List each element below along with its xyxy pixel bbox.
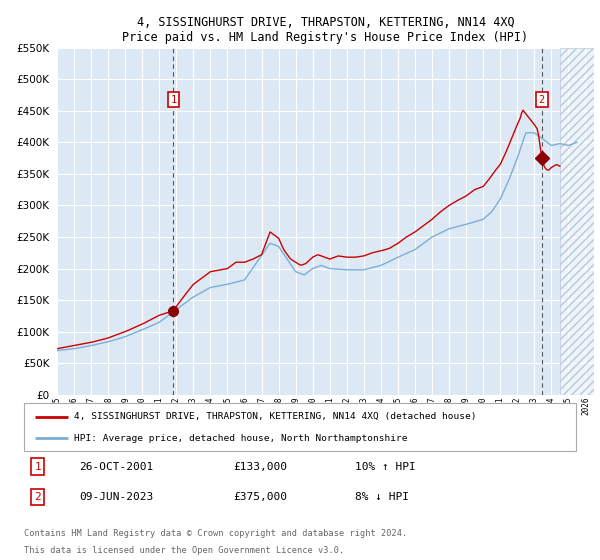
Bar xyxy=(560,48,594,395)
Text: £375,000: £375,000 xyxy=(234,492,288,502)
Bar xyxy=(560,48,594,395)
Text: HPI: Average price, detached house, North Northamptonshire: HPI: Average price, detached house, Nort… xyxy=(74,434,407,443)
Text: £133,000: £133,000 xyxy=(234,461,288,472)
Title: 4, SISSINGHURST DRIVE, THRAPSTON, KETTERING, NN14 4XQ
Price paid vs. HM Land Reg: 4, SISSINGHURST DRIVE, THRAPSTON, KETTER… xyxy=(122,16,529,44)
Text: 2: 2 xyxy=(539,95,545,105)
Text: Contains HM Land Registry data © Crown copyright and database right 2024.: Contains HM Land Registry data © Crown c… xyxy=(24,529,407,538)
Text: 2: 2 xyxy=(34,492,41,502)
Text: 09-JUN-2023: 09-JUN-2023 xyxy=(79,492,154,502)
Text: 10% ↑ HPI: 10% ↑ HPI xyxy=(355,461,416,472)
Text: 26-OCT-2001: 26-OCT-2001 xyxy=(79,461,154,472)
Text: 1: 1 xyxy=(34,461,41,472)
Text: This data is licensed under the Open Government Licence v3.0.: This data is licensed under the Open Gov… xyxy=(24,546,344,555)
FancyBboxPatch shape xyxy=(24,403,576,451)
Text: 8% ↓ HPI: 8% ↓ HPI xyxy=(355,492,409,502)
Text: 1: 1 xyxy=(170,95,176,105)
Text: 4, SISSINGHURST DRIVE, THRAPSTON, KETTERING, NN14 4XQ (detached house): 4, SISSINGHURST DRIVE, THRAPSTON, KETTER… xyxy=(74,412,476,421)
